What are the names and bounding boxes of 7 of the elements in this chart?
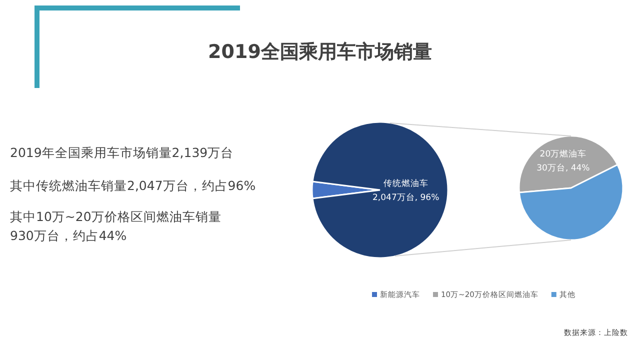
text: 2019全国乘用车市场销量 [208,41,432,63]
text: 2019年全国乘用车市场销量2,139万台 [10,145,234,160]
text: 其中传统燃油车销量2,047万台，约占96% [10,178,256,193]
data-label: 20万燃油车 30万台, 44% [536,148,590,174]
text: 其中10万~20万价格区间燃油车销量 930万台，约占44% [10,209,222,243]
data-label: 传统燃油车 2,047万台, 96% [372,178,440,203]
pie-slice [312,121,449,259]
